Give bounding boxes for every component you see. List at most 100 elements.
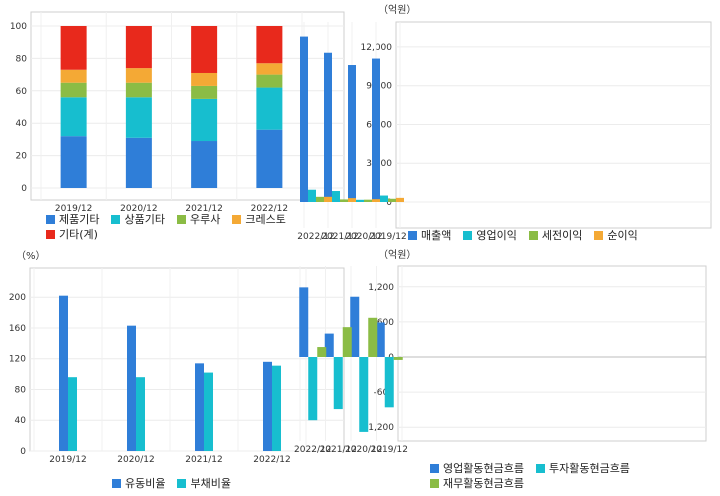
cashflow-xtick-label: 2020/12 xyxy=(345,445,382,455)
composition-bar xyxy=(191,26,218,73)
income-bar xyxy=(388,198,396,202)
legend-item: 세전이익 xyxy=(528,228,583,243)
legend-label: 순이익 xyxy=(607,229,638,242)
cashflow-bar xyxy=(299,287,309,357)
composition-bar xyxy=(256,129,283,188)
ratios-ytick-label: 160 xyxy=(9,324,26,334)
income-bar xyxy=(372,199,380,202)
ratios-xtick-label: 2020/12 xyxy=(117,455,154,465)
legend-swatch xyxy=(594,231,604,240)
legend-swatch xyxy=(430,479,439,488)
legend-swatch xyxy=(176,215,186,224)
legend-swatch xyxy=(430,464,439,473)
ratios-ytick-label: 80 xyxy=(15,385,27,395)
legend-item: 부채비율 xyxy=(177,476,231,491)
composition-xtick-label: 2021/12 xyxy=(185,204,222,214)
legend-label: 세전이익 xyxy=(541,229,583,242)
composition-bar xyxy=(60,97,87,137)
ratios-xtick-label: 2022/12 xyxy=(253,455,290,465)
legend-swatch xyxy=(408,231,417,240)
cashflow-ytick-label: -600 xyxy=(374,388,395,398)
income-bar xyxy=(348,198,356,202)
cashflow-bar xyxy=(350,296,360,357)
cashflow-xtick-label: 2021/12 xyxy=(320,445,357,455)
income-xtick-label: 2022/12 xyxy=(297,232,334,242)
legend-label: 우루사 xyxy=(189,213,221,226)
ratios-frame xyxy=(29,267,345,452)
cashflow-bar xyxy=(333,357,343,410)
ratios-bar xyxy=(68,377,77,451)
income-chart: 03,0006,0009,00012,000（억원）2019/122020/12… xyxy=(297,4,712,242)
income-bar xyxy=(324,52,332,202)
ratios-bar xyxy=(195,363,204,451)
ratios-unit-label: （%） xyxy=(16,250,46,262)
income-xtick-label: 2020/12 xyxy=(345,232,382,242)
cashflow-ytick-label: 1,200 xyxy=(368,283,394,293)
composition-ytick-label: 0 xyxy=(21,184,27,194)
cashflow-unit-label: （억원） xyxy=(378,249,416,261)
income-bar xyxy=(396,197,404,202)
composition-bar xyxy=(256,63,283,75)
income-bar xyxy=(380,195,388,202)
ratios-xtick-label: 2021/12 xyxy=(185,455,222,465)
cashflow-chart: -1,200-60006001,200（억원）2019/122020/12202… xyxy=(294,249,707,455)
composition-bar xyxy=(60,69,87,83)
ratios-chart: 0 40 80 120 160 200 （%） 2019/12 2020/12 2021/12 20… xyxy=(9,250,345,465)
composition-ytick-label: 20 xyxy=(16,152,28,162)
ratios-bar xyxy=(263,361,272,451)
cashflow-legend: 영업활동현금흐름 투자활동현금흐름재무활동현금흐름 xyxy=(430,461,670,491)
income-frame xyxy=(395,21,712,229)
ratios-bar xyxy=(127,325,136,451)
composition-xtick-label: 2020/12 xyxy=(120,204,157,214)
legend-label: 크레스토 xyxy=(245,213,286,226)
composition-ytick-label: 80 xyxy=(16,54,28,64)
cashflow-bar xyxy=(384,357,394,408)
composition-bar xyxy=(191,85,218,99)
legend-swatch xyxy=(111,215,121,224)
composition-bar xyxy=(125,68,152,83)
legend-label: 영업이익 xyxy=(476,229,517,242)
income-bar xyxy=(372,58,380,202)
cashflow-bar xyxy=(375,322,385,357)
income-ytick-label: 0 xyxy=(386,198,392,208)
income-bar xyxy=(308,189,316,202)
income-legend: 매출액 영업이익 세전이익 순이익 xyxy=(408,228,708,243)
ratios-xtick-label: 2019/12 xyxy=(49,455,86,465)
legend-label: 유동비율 xyxy=(125,477,166,490)
legend-label: 투자활동현금흐름 xyxy=(548,462,630,475)
legend-item: 크레스토 xyxy=(232,212,286,227)
composition-bar xyxy=(60,136,87,188)
legend-item: 우루사 xyxy=(176,212,221,227)
legend-swatch xyxy=(232,215,242,224)
income-bar xyxy=(324,196,332,202)
income-bar xyxy=(348,65,356,202)
legend-swatch xyxy=(528,231,538,240)
legend-item: 매출액 xyxy=(408,228,451,243)
legend-item: 순이익 xyxy=(594,228,638,243)
cashflow-bar xyxy=(308,357,318,421)
ratios-ytick-label: 40 xyxy=(15,416,27,426)
income-xtick-label: 2021/12 xyxy=(321,232,358,242)
legend-item: 재무활동현금흐름 xyxy=(430,476,524,491)
legend-swatch xyxy=(177,479,187,488)
legend-item: 영업이익 xyxy=(463,228,517,243)
ratios-bar xyxy=(272,365,281,451)
ratios-bar xyxy=(136,377,145,451)
ratios-bar xyxy=(59,295,68,451)
composition-legend: 제품기타 상품기타 우루사 크레스토기타(계) xyxy=(46,212,346,242)
ratios-ytick-label: 200 xyxy=(9,293,26,303)
composition-bar xyxy=(256,87,283,130)
income-unit-label: （억원） xyxy=(378,4,416,16)
cashflow-bar xyxy=(359,357,369,432)
cashflow-bar xyxy=(342,327,352,357)
composition-bar xyxy=(191,72,218,86)
cashflow-bar xyxy=(393,357,403,360)
legend-item: 제품기타 xyxy=(46,212,99,227)
composition-ytick-label: 40 xyxy=(16,119,28,129)
legend-label: 부채비율 xyxy=(190,477,231,490)
composition-bar xyxy=(125,137,152,188)
legend-label: 제품기타 xyxy=(59,213,100,226)
legend-label: 기타(계) xyxy=(59,228,98,241)
income-xtick-label: 2019/12 xyxy=(369,232,406,242)
ratios-bar xyxy=(204,372,213,451)
